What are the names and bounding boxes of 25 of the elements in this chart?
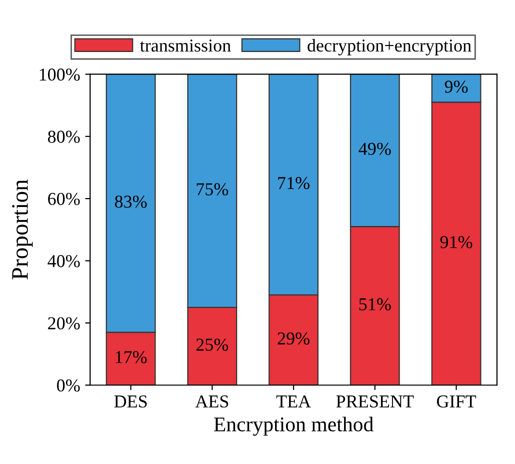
data-label: 9% [444, 80, 468, 93]
data-label: 91% [440, 236, 472, 248]
y-tick-label: 20% [48, 317, 80, 330]
data-label: 83% [114, 196, 147, 208]
y-tick-label: 80% [48, 130, 80, 143]
x-tick-label: AES [195, 395, 228, 408]
y-tick-label: 100% [40, 68, 80, 81]
data-label: 17% [116, 351, 147, 364]
x-tick-label: PRESENT [336, 395, 414, 408]
data-label: 25% [196, 338, 228, 351]
y-axis-title: Proportion [12, 180, 33, 280]
y-tick-label: 60% [48, 192, 80, 206]
y-tick-label: 0% [57, 379, 80, 392]
x-axis-title: Encryption method [214, 416, 374, 436]
legend-label: transmission [140, 40, 231, 52]
y-tick-label: 40% [48, 255, 80, 268]
x-tick-label: GIFT [436, 395, 476, 408]
legend-label: decryption+encryption [308, 38, 472, 56]
data-label: 71% [278, 176, 310, 190]
data-label: 29% [278, 332, 310, 345]
x-tick-label: DES [114, 395, 147, 408]
x-tick-label: TEA [276, 395, 311, 408]
data-label: 49% [358, 142, 391, 155]
data-label: 51% [359, 298, 391, 310]
data-label: 75% [196, 183, 228, 196]
